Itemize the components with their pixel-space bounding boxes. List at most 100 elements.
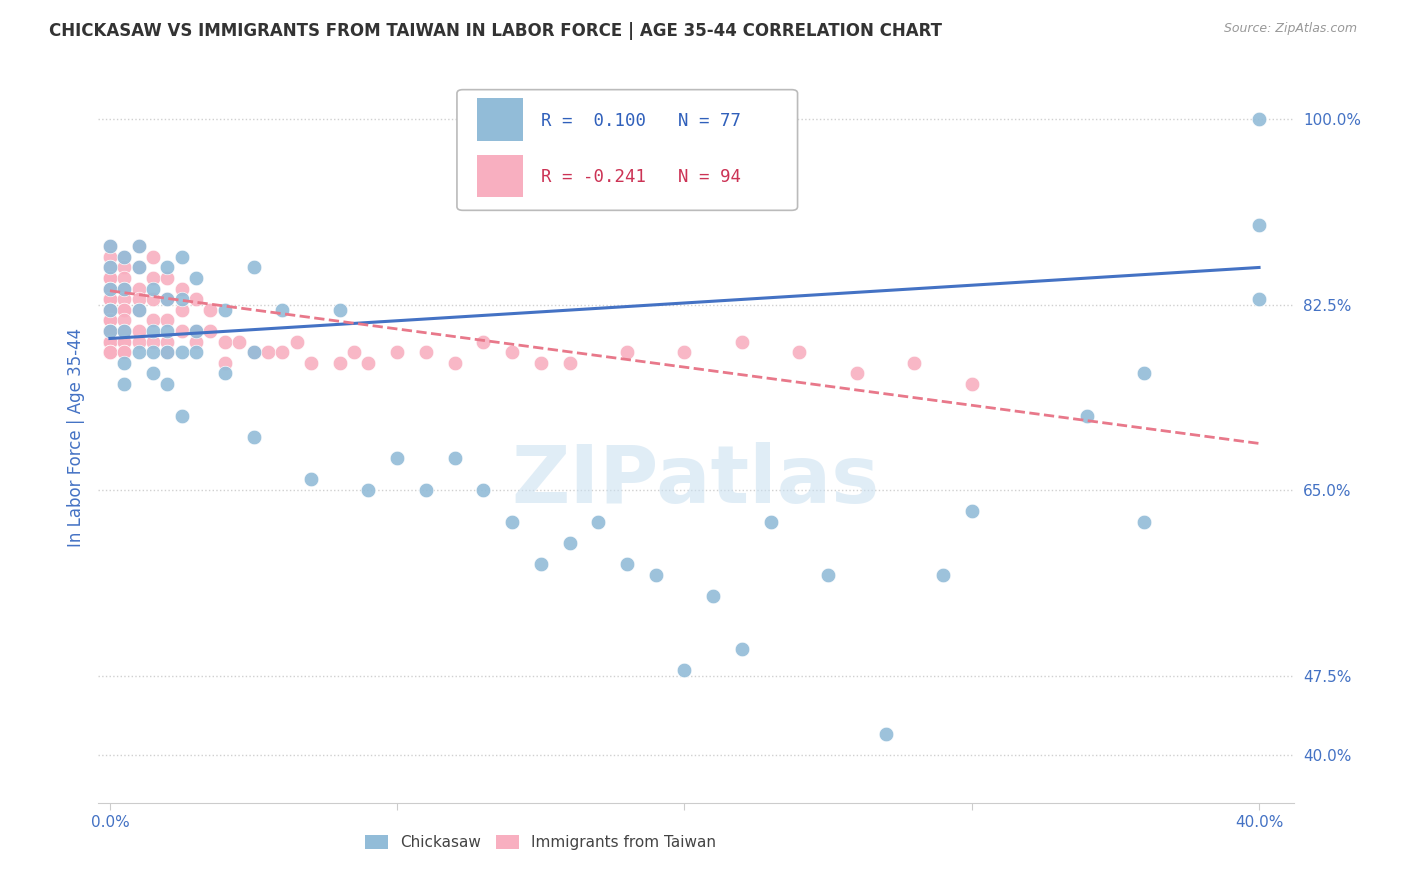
Text: N = 94: N = 94 xyxy=(678,169,741,186)
Point xyxy=(98,271,121,285)
Point xyxy=(112,282,135,296)
Point xyxy=(932,567,955,582)
Point xyxy=(142,367,165,381)
Point xyxy=(357,483,380,497)
Point xyxy=(200,324,222,338)
Point xyxy=(112,324,135,338)
Point xyxy=(142,313,165,327)
Point xyxy=(731,642,754,657)
Point xyxy=(128,302,150,317)
Point xyxy=(285,334,308,349)
Point xyxy=(184,334,207,349)
Point xyxy=(98,302,121,317)
Point xyxy=(299,473,322,487)
Point xyxy=(98,324,121,338)
Point xyxy=(1247,293,1270,307)
Text: N = 77: N = 77 xyxy=(678,112,741,130)
Point xyxy=(98,293,121,307)
Point xyxy=(156,345,179,359)
Point xyxy=(616,345,638,359)
Point xyxy=(214,367,236,381)
Point xyxy=(112,334,135,349)
Point xyxy=(98,302,121,317)
Point xyxy=(845,367,868,381)
Point xyxy=(98,324,121,338)
Point xyxy=(98,334,121,349)
Point xyxy=(142,345,165,359)
Point xyxy=(443,451,465,466)
Point xyxy=(98,345,121,359)
Point xyxy=(960,504,983,518)
Point xyxy=(112,271,135,285)
Point xyxy=(98,282,121,296)
Point xyxy=(112,324,135,338)
Point xyxy=(128,282,150,296)
Point xyxy=(415,483,437,497)
Point xyxy=(329,356,352,370)
Point xyxy=(673,663,696,677)
Point xyxy=(156,324,179,338)
Point xyxy=(673,345,696,359)
Point xyxy=(112,356,135,370)
Point xyxy=(299,356,322,370)
Point xyxy=(530,558,553,572)
Point xyxy=(156,313,179,327)
Point xyxy=(98,239,121,253)
Point xyxy=(156,260,179,275)
Point xyxy=(501,345,523,359)
Point xyxy=(588,515,610,529)
Point xyxy=(112,345,135,359)
Point xyxy=(759,515,782,529)
Point xyxy=(242,430,264,444)
Point xyxy=(112,260,135,275)
Point xyxy=(98,334,121,349)
Point xyxy=(271,302,294,317)
Point xyxy=(472,334,495,349)
Point xyxy=(98,345,121,359)
Point xyxy=(142,250,165,264)
Point xyxy=(170,409,193,423)
Point xyxy=(170,282,193,296)
Point xyxy=(142,324,165,338)
Legend: Chickasaw, Immigrants from Taiwan: Chickasaw, Immigrants from Taiwan xyxy=(366,835,716,850)
Point xyxy=(98,282,121,296)
Point xyxy=(98,271,121,285)
Point xyxy=(112,377,135,392)
Point xyxy=(98,293,121,307)
Point xyxy=(170,324,193,338)
Text: R = -0.241: R = -0.241 xyxy=(541,169,645,186)
Point xyxy=(1076,409,1098,423)
Point xyxy=(329,302,352,317)
Point xyxy=(170,345,193,359)
Point xyxy=(112,250,135,264)
FancyBboxPatch shape xyxy=(477,98,523,141)
Point xyxy=(128,345,150,359)
Point xyxy=(98,293,121,307)
Text: Source: ZipAtlas.com: Source: ZipAtlas.com xyxy=(1223,22,1357,36)
Point xyxy=(112,313,135,327)
Point xyxy=(214,356,236,370)
Point xyxy=(644,567,666,582)
Point xyxy=(343,345,366,359)
Point xyxy=(242,345,264,359)
Point xyxy=(98,302,121,317)
Point xyxy=(817,567,839,582)
Point xyxy=(731,334,754,349)
Point xyxy=(98,282,121,296)
Point xyxy=(443,356,465,370)
Point xyxy=(142,334,165,349)
Point xyxy=(170,302,193,317)
Point xyxy=(530,356,553,370)
Point xyxy=(112,345,135,359)
Point xyxy=(415,345,437,359)
Point xyxy=(1247,218,1270,232)
Point xyxy=(385,451,409,466)
Point xyxy=(142,282,165,296)
Point xyxy=(156,345,179,359)
Point xyxy=(789,345,811,359)
Point xyxy=(112,334,135,349)
Point xyxy=(875,727,897,741)
Point xyxy=(558,356,581,370)
Point xyxy=(98,334,121,349)
Text: CHICKASAW VS IMMIGRANTS FROM TAIWAN IN LABOR FORCE | AGE 35-44 CORRELATION CHART: CHICKASAW VS IMMIGRANTS FROM TAIWAN IN L… xyxy=(49,22,942,40)
